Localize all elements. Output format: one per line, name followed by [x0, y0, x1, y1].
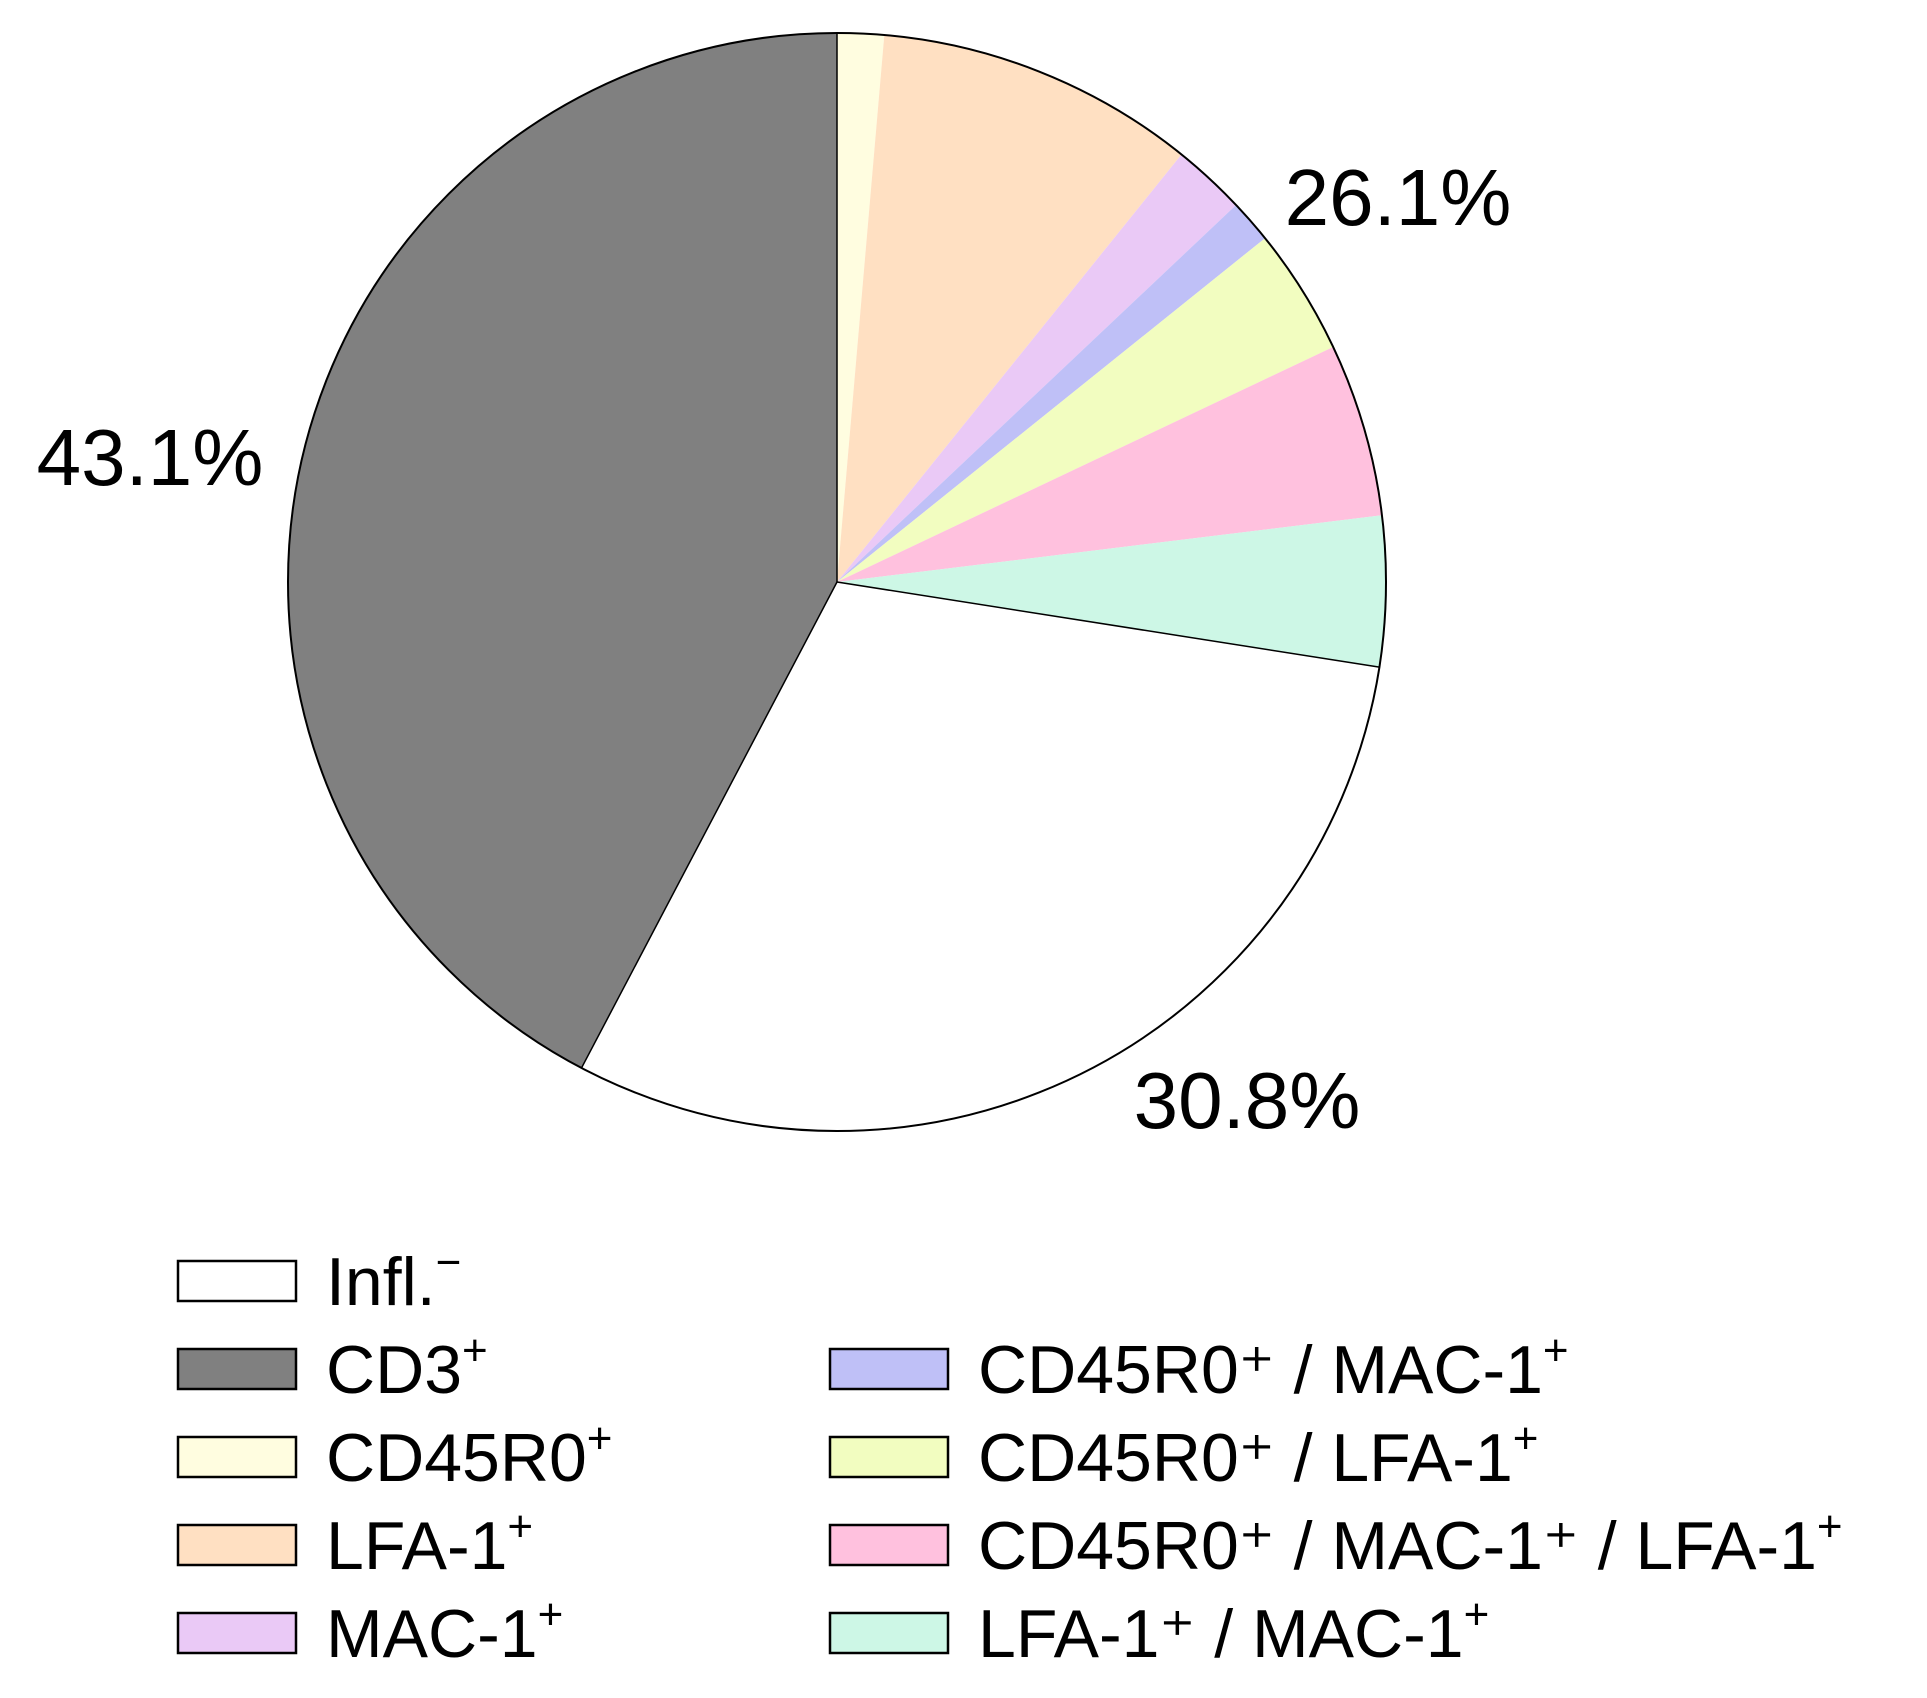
legend-swatch — [828, 1611, 950, 1655]
legend-item-cd3: CD3+ — [176, 1326, 488, 1408]
legend-item-cd45r0: CD45R0+ — [176, 1414, 612, 1496]
legend-label-sup: + — [1817, 1502, 1843, 1551]
pie-slice-lfa-1-mac-1 — [837, 515, 1386, 668]
legend-label: CD45R0⁺ / MAC-1+ — [978, 1326, 1569, 1408]
legend-label-main: LFA-1 — [326, 1508, 507, 1584]
legend-label: LFA-1+ — [326, 1502, 533, 1584]
legend-label-sup: − — [436, 1238, 462, 1287]
legend-item-cd45r0-lfa-1: CD45R0⁺ / LFA-1+ — [828, 1414, 1538, 1496]
legend-label-sup: + — [1464, 1590, 1490, 1639]
slice-divider-line — [836, 581, 1380, 668]
legend-swatch — [176, 1259, 298, 1303]
legend-label: CD3+ — [326, 1326, 488, 1408]
legend-item-cd45r0-mac-1-lfa-1: CD45R0⁺ / MAC-1⁺ / LFA-1+ — [828, 1502, 1843, 1584]
legend-item-lfa-1-mac-1: LFA-1⁺ / MAC-1+ — [828, 1590, 1489, 1672]
legend-label-sup: + — [462, 1326, 488, 1375]
legend-label-main: MAC-1 — [326, 1596, 538, 1672]
legend-label-main: LFA-1⁺ / MAC-1 — [978, 1596, 1464, 1672]
pie-slice-cd3 — [288, 32, 837, 1068]
legend-label-main: Infl. — [326, 1244, 436, 1320]
legend-label-sup: + — [587, 1414, 613, 1463]
percent-label: 26.1% — [1285, 153, 1512, 242]
legend-label-sup: + — [1513, 1414, 1539, 1463]
pie-slices — [287, 32, 1387, 1132]
legend-label: CD45R0⁺ / MAC-1⁺ / LFA-1+ — [978, 1502, 1843, 1584]
pie-slice-infl — [581, 582, 1380, 1131]
legend-label: LFA-1⁺ / MAC-1+ — [978, 1590, 1489, 1672]
legend-swatch — [176, 1611, 298, 1655]
legend-label-main: CD45R0 — [326, 1420, 587, 1496]
legend-label-main: CD45R0⁺ / MAC-1 — [978, 1332, 1543, 1408]
legend-label-sup: + — [538, 1590, 564, 1639]
pie-slice-cd45r0 — [837, 32, 885, 582]
percent-label: 43.1% — [37, 413, 264, 502]
legend-swatch — [176, 1435, 298, 1479]
legend-swatch — [828, 1523, 950, 1567]
pie-slice-lfa-1 — [837, 35, 1182, 583]
legend-swatch — [828, 1347, 950, 1391]
pie-slice-cd45r0-mac-1-lfa-1 — [837, 346, 1382, 582]
legend-swatch — [176, 1523, 298, 1567]
legend-label: CD45R0+ — [326, 1414, 612, 1496]
legend-label-main: CD45R0⁺ / LFA-1 — [978, 1420, 1513, 1496]
legend-item-infl: Infl.− — [176, 1238, 461, 1320]
legend-label-main: CD45R0⁺ / MAC-1⁺ / LFA-1 — [978, 1508, 1817, 1584]
legend-label: Infl.− — [326, 1238, 461, 1320]
slice-divider-line — [580, 581, 838, 1069]
legend: Infl.−CD3+CD45R0+LFA-1+MAC-1+CD45R0⁺ / M… — [176, 1238, 1843, 1672]
pie-slice-cd45r0-mac-1 — [837, 205, 1266, 582]
legend-item-mac-1: MAC-1+ — [176, 1590, 563, 1672]
pie-slice-mac-1 — [837, 154, 1237, 582]
legend-swatch — [176, 1347, 298, 1391]
legend-item-cd45r0-mac-1: CD45R0⁺ / MAC-1+ — [828, 1326, 1569, 1408]
legend-label: MAC-1+ — [326, 1590, 563, 1672]
pie-outline — [287, 32, 1387, 1132]
pie-annotations: 26.1% 30.8% 43.1% — [37, 153, 1512, 1145]
percent-label: 30.8% — [1134, 1056, 1361, 1145]
legend-swatch — [828, 1435, 950, 1479]
legend-label-sup: + — [1543, 1326, 1569, 1375]
legend-label: CD45R0⁺ / LFA-1+ — [978, 1414, 1538, 1496]
legend-label-main: CD3 — [326, 1332, 462, 1408]
legend-label-sup: + — [507, 1502, 533, 1551]
pie-slice-cd45r0-lfa-1 — [837, 238, 1334, 582]
legend-item-lfa-1: LFA-1+ — [176, 1502, 533, 1584]
